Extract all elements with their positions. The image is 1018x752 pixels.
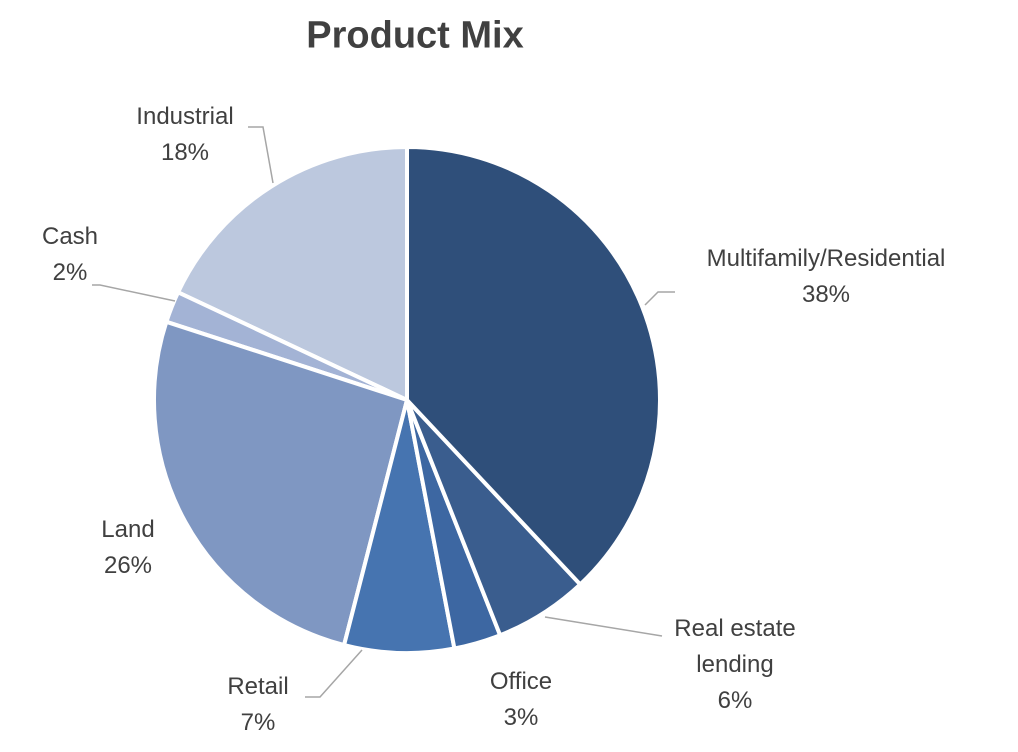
data-label: Office 3% bbox=[471, 664, 571, 736]
value-label: 38% bbox=[801, 281, 851, 308]
value-label: 3% bbox=[503, 704, 539, 731]
value-label: 6% bbox=[717, 687, 753, 714]
leader-line bbox=[92, 284, 176, 302]
leader-line bbox=[644, 291, 675, 306]
category-label: Office bbox=[489, 668, 553, 695]
pie-slice bbox=[405, 145, 662, 587]
data-label: Industrial 18% bbox=[105, 99, 265, 171]
leader-line bbox=[544, 616, 663, 637]
value-label: 18% bbox=[160, 139, 210, 166]
data-label: Cash 2% bbox=[20, 219, 120, 291]
pie-slice bbox=[152, 319, 409, 648]
value-label: 2% bbox=[52, 259, 88, 286]
category-label: Land bbox=[101, 516, 155, 543]
data-label: Real estate lending 6% bbox=[660, 611, 810, 719]
pie-slice bbox=[176, 145, 409, 402]
category-label: Retail bbox=[227, 673, 289, 700]
data-label: Multifamily/Residential 38% bbox=[676, 241, 976, 313]
category-label: Industrial bbox=[136, 103, 234, 130]
leader-line bbox=[248, 126, 274, 184]
leader-line bbox=[305, 649, 363, 698]
category-label: Real estate lending bbox=[674, 615, 796, 678]
category-label: Cash bbox=[41, 223, 99, 250]
value-label: 26% bbox=[103, 552, 153, 579]
category-label: Multifamily/Residential bbox=[706, 245, 946, 272]
data-label: Land 26% bbox=[78, 512, 178, 584]
pie-slice bbox=[342, 398, 457, 655]
chart-title: Product Mix bbox=[306, 14, 524, 57]
value-label: 7% bbox=[240, 709, 276, 736]
data-label: Retail 7% bbox=[208, 669, 308, 741]
